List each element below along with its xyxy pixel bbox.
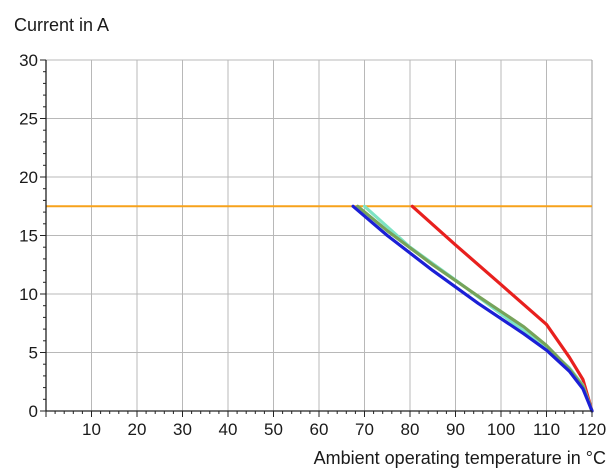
- series-line-1: [410, 204, 594, 413]
- y-tick-label: 20: [19, 168, 38, 187]
- x-tick-label: 10: [82, 420, 101, 439]
- x-tick-label: 120: [578, 420, 606, 439]
- x-tick-label: 40: [219, 420, 238, 439]
- x-tick-label: 80: [401, 420, 420, 439]
- axes: [40, 59, 593, 417]
- y-tick-label: 5: [29, 344, 38, 363]
- x-tick-label: 30: [173, 420, 192, 439]
- y-tick-label: 10: [19, 285, 38, 304]
- x-tick-label: 60: [310, 420, 329, 439]
- series-line-2: [362, 204, 594, 413]
- x-tick-label: 100: [487, 420, 515, 439]
- y-axis-title: Current in A: [14, 15, 109, 35]
- series-layer: [351, 204, 594, 413]
- y-tick-label: 15: [19, 227, 38, 246]
- tick-labels: 0 5 10 15 20 25 30 10 20 30 40 50 60 70 80 90 100 110 120: [19, 51, 606, 439]
- x-tick-label: 20: [128, 420, 147, 439]
- x-tick-label: 90: [446, 420, 465, 439]
- x-axis-title: Ambient operating temperature in °C: [314, 448, 606, 468]
- x-tick-label: 110: [533, 420, 560, 439]
- x-tick-label: 50: [264, 420, 283, 439]
- x-tick-label: 70: [355, 420, 374, 439]
- series-line-4: [351, 204, 594, 413]
- y-tick-label: 30: [19, 51, 38, 70]
- grid: [46, 59, 593, 411]
- y-tick-label: 25: [19, 110, 38, 129]
- y-tick-label: 0: [29, 402, 38, 421]
- series-line-3: [356, 204, 594, 413]
